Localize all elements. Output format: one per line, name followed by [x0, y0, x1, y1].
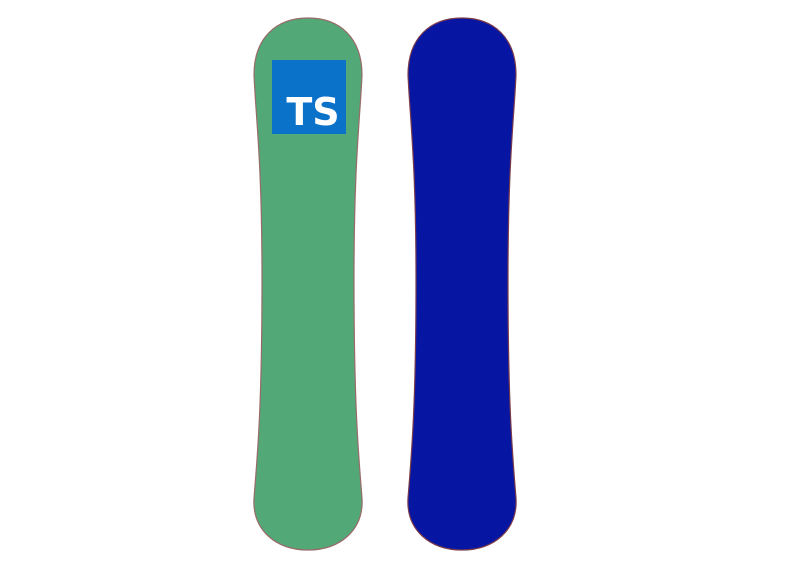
ts-logo-background — [272, 60, 346, 134]
snowboard-top-sheet: TS — [253, 17, 363, 551]
ts-logo-text: TS — [286, 90, 339, 134]
ts-logo: TS — [272, 60, 346, 134]
board-top-sheet-shape — [253, 17, 363, 551]
snowboard-base — [407, 17, 517, 551]
board-base-shape — [407, 17, 517, 551]
